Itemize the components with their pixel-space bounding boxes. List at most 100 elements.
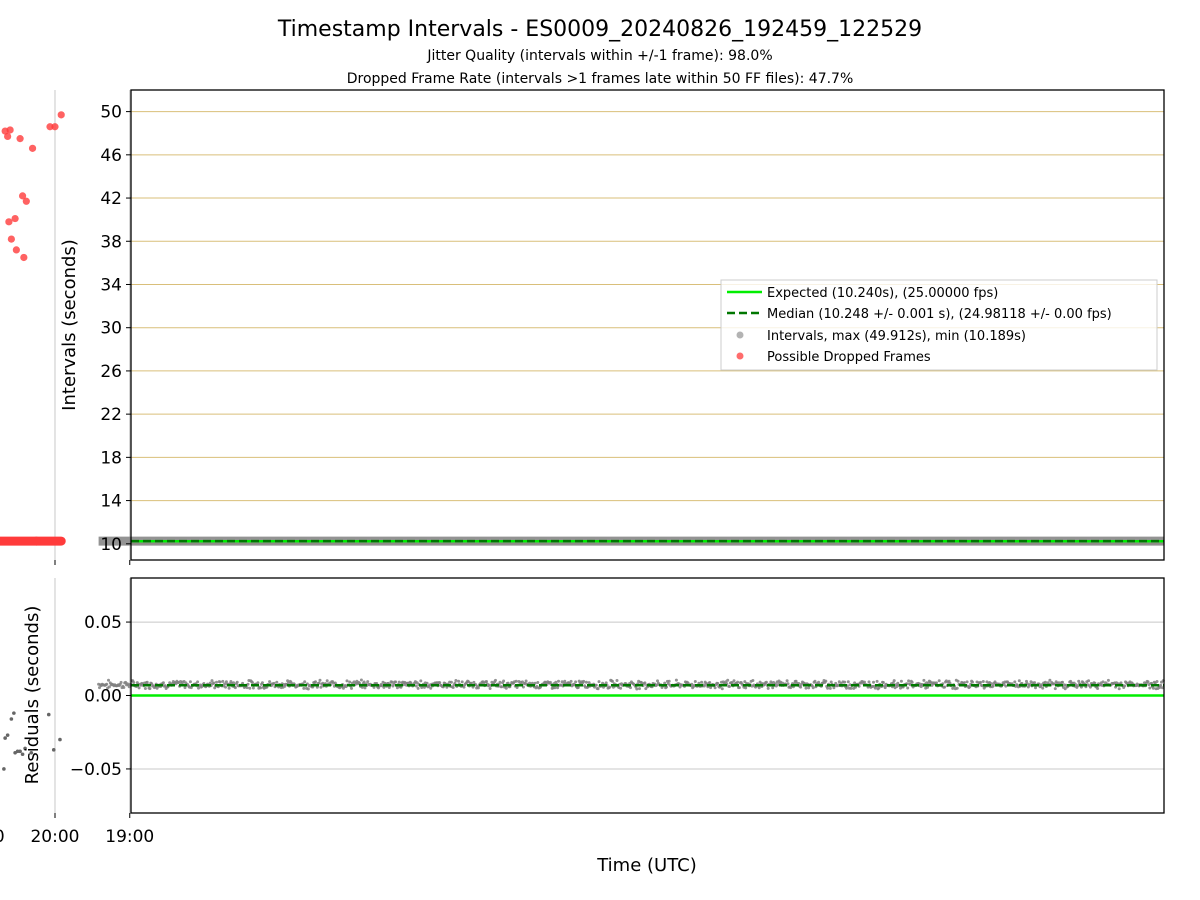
residual-point	[119, 680, 123, 684]
residual-point	[849, 686, 853, 690]
residual-point	[875, 679, 879, 683]
residual-point	[498, 680, 502, 684]
dropped-frame-point	[16, 135, 24, 143]
residual-point	[1048, 678, 1052, 682]
residual-point	[1159, 683, 1163, 687]
residual-point	[485, 680, 488, 683]
residual-point	[943, 685, 947, 689]
residual-point	[881, 681, 885, 684]
residual-point	[846, 680, 850, 684]
residual-point	[275, 680, 279, 684]
residual-point	[315, 685, 319, 689]
residual-point	[764, 680, 768, 684]
dropped-frame-point	[18, 192, 27, 200]
chart-title: Timestamp Intervals - ES0009_20240826_19…	[277, 17, 922, 42]
residual-point	[502, 679, 506, 683]
residual-outlier-point	[3, 736, 7, 740]
residual-point	[611, 679, 614, 683]
residual-point	[956, 679, 960, 683]
residual-point	[1004, 684, 1008, 688]
residual-point	[951, 686, 955, 690]
residual-point	[826, 686, 830, 690]
legend-expected-label: Expected (10.240s), (25.00000 fps)	[767, 286, 998, 301]
residual-point	[397, 680, 401, 684]
residual-point	[1101, 680, 1105, 684]
residual-point	[514, 679, 518, 683]
bottom-xtick-label: 19:00	[105, 827, 154, 847]
residual-point	[438, 681, 442, 685]
residual-point	[807, 686, 811, 690]
residual-point	[196, 680, 200, 684]
residual-point	[556, 686, 560, 690]
residual-point	[811, 686, 815, 690]
residual-point	[843, 680, 847, 684]
top-ytick-label: 18	[100, 448, 122, 468]
residual-point	[1087, 679, 1091, 683]
residual-point	[399, 685, 403, 689]
residual-point	[1148, 686, 1152, 690]
residual-point	[460, 680, 464, 684]
residual-point	[416, 686, 420, 690]
residual-point	[743, 680, 747, 684]
residual-point	[785, 679, 789, 683]
residual-point	[161, 681, 165, 685]
residual-point	[363, 686, 367, 690]
residual-point	[105, 682, 109, 686]
residual-point	[737, 686, 741, 690]
residual-point	[906, 686, 910, 690]
residual-point	[594, 683, 598, 687]
residual-point	[1119, 681, 1123, 685]
residual-point	[872, 680, 875, 684]
residual-point	[955, 686, 959, 690]
residual-outlier-point	[51, 748, 56, 752]
residual-outlier-point	[9, 717, 14, 721]
residual-point	[619, 686, 623, 690]
residual-point	[1106, 678, 1110, 682]
residual-point	[574, 680, 578, 684]
top-plot-yticks: 10 14 18 22 26 30 34 38 42 46 50	[100, 103, 131, 555]
residual-point	[635, 687, 639, 691]
residual-point	[935, 681, 938, 685]
residual-point	[817, 680, 821, 684]
residual-point	[306, 687, 310, 691]
residual-point	[979, 680, 983, 684]
residual-point	[251, 686, 255, 690]
residual-point	[246, 682, 250, 686]
residual-outlier-point	[23, 746, 27, 751]
top-ytick-label: 14	[100, 492, 122, 512]
legend-dropped-swatch	[736, 352, 744, 360]
top-ytick-label: 34	[100, 275, 122, 295]
residual-point	[524, 679, 528, 683]
residual-outlier-point	[18, 749, 22, 754]
residual-point	[453, 681, 457, 685]
residual-point	[702, 684, 706, 688]
residual-outlier-point	[46, 712, 51, 717]
residual-point	[907, 679, 911, 683]
residual-point	[515, 686, 519, 689]
residual-point	[500, 685, 504, 689]
residual-point	[472, 680, 476, 684]
bottom-plot-xticks: 19:0020:0021:0022:0023:0000:0001:0002:00…	[0, 813, 154, 847]
chart-subtitle-jitter: Jitter Quality (intervals within +/-1 fr…	[426, 48, 772, 64]
chart-subtitle-dropped: Dropped Frame Rate (intervals >1 frames …	[347, 71, 854, 87]
residual-point	[314, 680, 317, 684]
residual-point	[991, 684, 995, 688]
residual-point	[227, 686, 231, 690]
residual-point	[221, 679, 225, 683]
residual-point	[127, 685, 131, 689]
residual-point	[98, 686, 101, 690]
residual-point	[345, 679, 349, 683]
residual-point	[663, 681, 667, 685]
residual-point	[926, 685, 929, 689]
residual-point	[476, 686, 480, 690]
residual-point	[560, 680, 564, 684]
residual-point	[107, 685, 111, 689]
residual-point	[667, 679, 671, 683]
residual-point	[530, 681, 534, 685]
residual-point	[948, 681, 952, 685]
residual-point	[457, 679, 461, 683]
residual-point	[317, 681, 321, 685]
top-plot-ylabel: Intervals (seconds)	[59, 239, 80, 411]
top-ytick-label: 46	[100, 146, 122, 166]
residual-point	[968, 685, 972, 689]
